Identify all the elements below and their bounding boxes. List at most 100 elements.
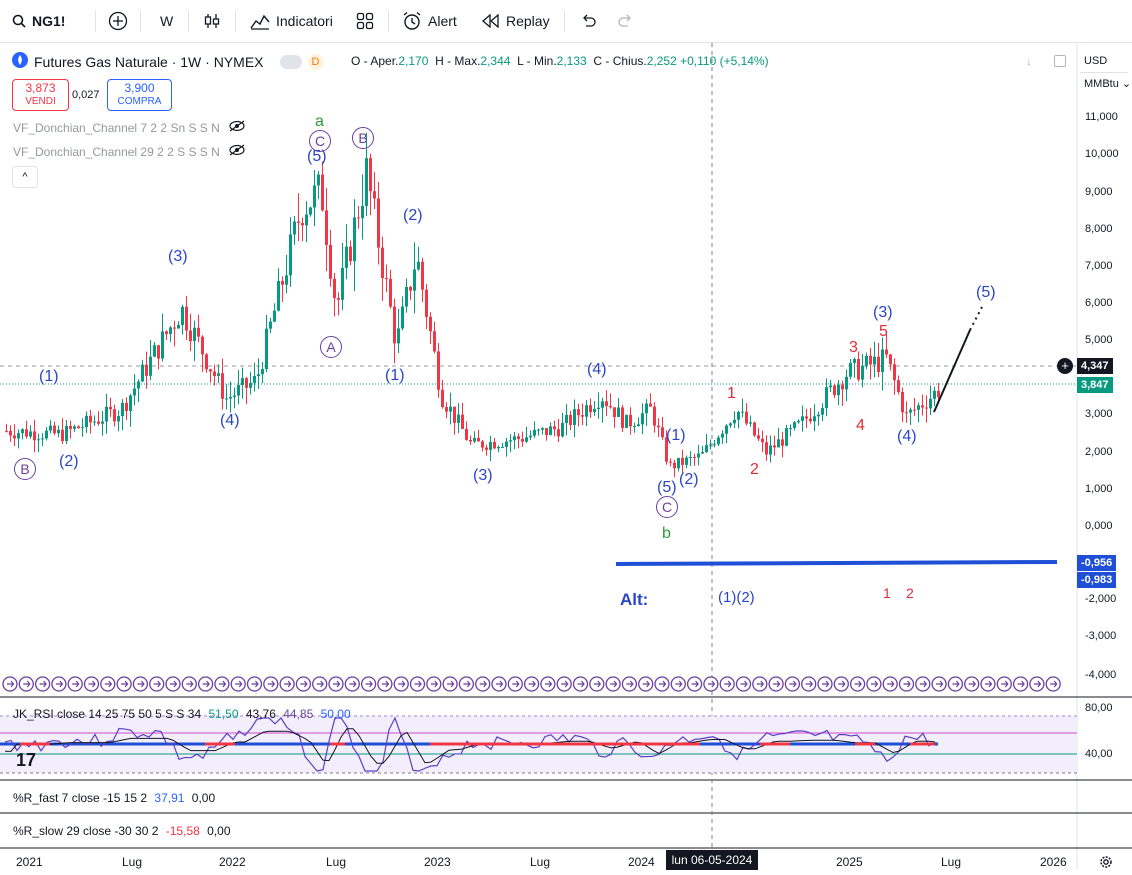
settings-gear-icon[interactable] — [1098, 854, 1114, 875]
price-tick: 10,000 — [1085, 148, 1119, 160]
compare-button[interactable] — [108, 0, 128, 42]
wave-label[interactable]: (5) — [307, 148, 327, 165]
indicator-donchian-29[interactable]: VF_Donchian_Channel 29 2 2 S S S N — [13, 144, 246, 159]
alt-label[interactable]: Alt: — [620, 590, 649, 609]
undo-button[interactable] — [580, 0, 596, 42]
arrow-right-icon — [626, 680, 634, 688]
wave-label[interactable]: 3 — [849, 339, 858, 356]
alt-horizontal-line[interactable] — [615, 560, 1058, 566]
delayed-badge[interactable]: D — [307, 53, 324, 70]
crosshair-date-tag: lun 06-05-2024 — [666, 850, 758, 870]
wave-label[interactable]: 5 — [879, 323, 888, 340]
candle-body — [145, 364, 148, 376]
candle-body — [845, 376, 848, 390]
rsi-legend[interactable]: JK_RSI close 14 25 75 50 5 S S 34 51,50 … — [13, 707, 351, 721]
arrow-right-icon — [707, 680, 716, 688]
currency-select[interactable]: USD — [1080, 50, 1128, 73]
arrow-right-icon — [789, 680, 797, 688]
tradingview-logo[interactable]: 17 — [16, 750, 37, 770]
wave-circle-label[interactable]: B — [14, 458, 36, 480]
projection-dotted-line[interactable] — [969, 306, 983, 331]
time-tick: 2024 — [628, 855, 655, 869]
wave-label[interactable]: (2) — [59, 453, 79, 470]
wave-label[interactable]: (3) — [473, 467, 493, 484]
arrow-down-icon[interactable]: ↓ — [1026, 54, 1032, 68]
candle-body — [909, 409, 912, 413]
wave-label[interactable]: (3) — [168, 248, 188, 265]
candle-body — [445, 407, 448, 412]
wave-label[interactable]: (4) — [897, 428, 917, 445]
collapse-legend-button[interactable]: ^ — [12, 166, 38, 188]
wave-circle-label[interactable]: A — [320, 336, 342, 358]
candle-body — [249, 382, 252, 388]
wave-label[interactable]: (4) — [220, 412, 240, 429]
add-plus-icon[interactable]: + — [1057, 358, 1073, 374]
candle-body — [609, 406, 612, 408]
arrow-right-icon — [577, 680, 585, 688]
alert-button[interactable]: Alert — [402, 0, 457, 42]
wave-label[interactable]: b — [662, 525, 671, 542]
arrow-right-icon — [1017, 680, 1025, 688]
candle-body — [341, 267, 344, 300]
rsi-value: 50,00 — [320, 707, 351, 721]
unit-select[interactable]: MMBtu ⌄ — [1080, 77, 1131, 90]
sell-button[interactable]: 3,873 VENDI — [12, 79, 69, 111]
candle-body — [885, 349, 888, 355]
chart-canvas[interactable] — [0, 43, 1132, 870]
candle-body — [313, 185, 316, 208]
redo-button[interactable] — [618, 0, 634, 42]
wave-label[interactable]: 2 — [750, 461, 759, 478]
wave-label[interactable]: 2 — [906, 585, 914, 601]
wave-label[interactable]: a — [315, 113, 324, 130]
symbol-search[interactable]: NG1! — [12, 0, 65, 42]
wave-label[interactable]: (3) — [873, 304, 893, 321]
wave-label[interactable]: 1 — [727, 385, 736, 402]
candle-body — [373, 191, 376, 199]
wave-label[interactable]: (5) — [976, 284, 996, 301]
interval-button[interactable]: W — [160, 0, 173, 42]
wave-circle-label[interactable]: C — [309, 130, 331, 152]
candle-body — [369, 158, 372, 192]
candle-body — [509, 440, 512, 442]
wave-label[interactable]: (2) — [679, 471, 699, 488]
plus-circle-icon — [108, 11, 128, 31]
wave-label[interactable]: (1) — [385, 367, 405, 384]
symbol-legend[interactable]: Futures Gas Naturale · 1W · NYMEX D — [12, 52, 324, 71]
chart-type-button[interactable] — [203, 0, 221, 42]
candle-body — [689, 456, 692, 458]
replay-button[interactable]: Replay — [482, 0, 550, 42]
status-pill[interactable] — [279, 54, 302, 69]
wave-circle-label[interactable]: B — [352, 127, 374, 149]
candle-body — [453, 406, 456, 423]
indicators-button[interactable]: Indicatori — [250, 0, 333, 42]
wave-label[interactable]: 1 — [883, 585, 891, 601]
candle-body — [573, 409, 576, 425]
templates-button[interactable] — [356, 0, 374, 42]
indicator-donchian-7[interactable]: VF_Donchian_Channel 7 2 2 Sn S S N — [13, 120, 246, 135]
projection-line[interactable] — [933, 329, 971, 413]
wr-slow-legend[interactable]: %R_slow 29 close -30 30 2 -15,58 0,00 — [13, 824, 231, 838]
arrow-right-icon — [1050, 680, 1058, 688]
wr-fast-legend[interactable]: %R_fast 7 close -15 15 2 37,91 0,00 — [13, 791, 215, 805]
eye-off-icon[interactable] — [228, 120, 246, 135]
candle-body — [661, 427, 664, 438]
wave-label[interactable]: (2) — [403, 207, 423, 224]
maximize-icon[interactable] — [1054, 55, 1066, 67]
wr-slow-value: -15,58 — [165, 824, 200, 838]
buy-button[interactable]: 3,900 COMPRA — [107, 79, 172, 111]
candle-body — [5, 430, 8, 432]
candle-body — [385, 277, 388, 279]
candle-body — [925, 407, 928, 409]
wave-label[interactable]: (1) — [666, 427, 686, 444]
wave-label[interactable]: 4 — [856, 417, 865, 434]
wave-label[interactable]: (5) — [657, 479, 677, 496]
candle-body — [33, 431, 36, 441]
wave-label[interactable]: (4) — [587, 361, 607, 378]
eye-off-icon[interactable] — [228, 144, 246, 159]
wave-label[interactable]: (1) — [39, 368, 59, 385]
wave-circle-label[interactable]: C — [656, 496, 678, 518]
time-tick: 2021 — [16, 855, 43, 869]
indicator-label: VF_Donchian_Channel 29 2 2 S S S N — [13, 144, 220, 159]
arrow-right-icon — [593, 680, 602, 688]
wave-label[interactable]: (1)(2) — [718, 589, 755, 606]
